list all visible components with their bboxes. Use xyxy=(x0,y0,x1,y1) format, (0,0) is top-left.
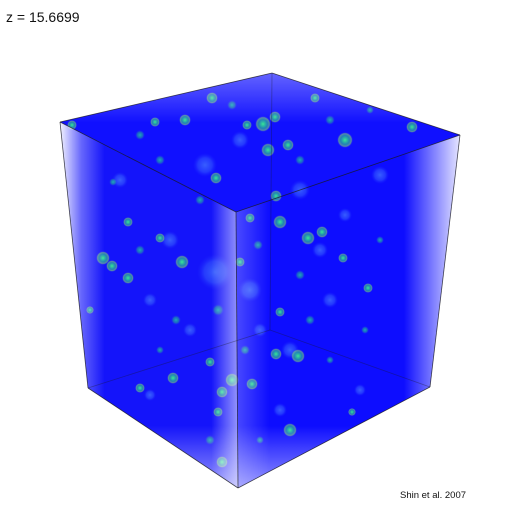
cube-edge-bottom-left xyxy=(87,387,239,489)
cube-edge-left-vertical xyxy=(59,121,89,389)
cube-edges xyxy=(59,72,461,489)
cube-edge-back-vertical xyxy=(269,72,273,331)
cube-edge-right-vertical xyxy=(429,134,461,388)
cube-edge-top-front-right xyxy=(235,134,461,213)
cube-edge-top-back-right xyxy=(271,72,461,136)
cube-edge-bottom-right xyxy=(237,386,431,489)
credit-label: Shin et al. 2007 xyxy=(400,490,467,501)
cube-edge-top-back-left xyxy=(59,72,273,123)
cube-edge-front-vertical xyxy=(235,211,239,489)
redshift-label: z = 15.6699 xyxy=(6,9,80,25)
volume-edge-fade xyxy=(60,73,460,488)
cube-edge-top-front-left xyxy=(59,121,237,213)
cube-edge-back-bottom-left xyxy=(87,329,271,389)
cube-edge-back-bottom-right xyxy=(269,329,431,388)
